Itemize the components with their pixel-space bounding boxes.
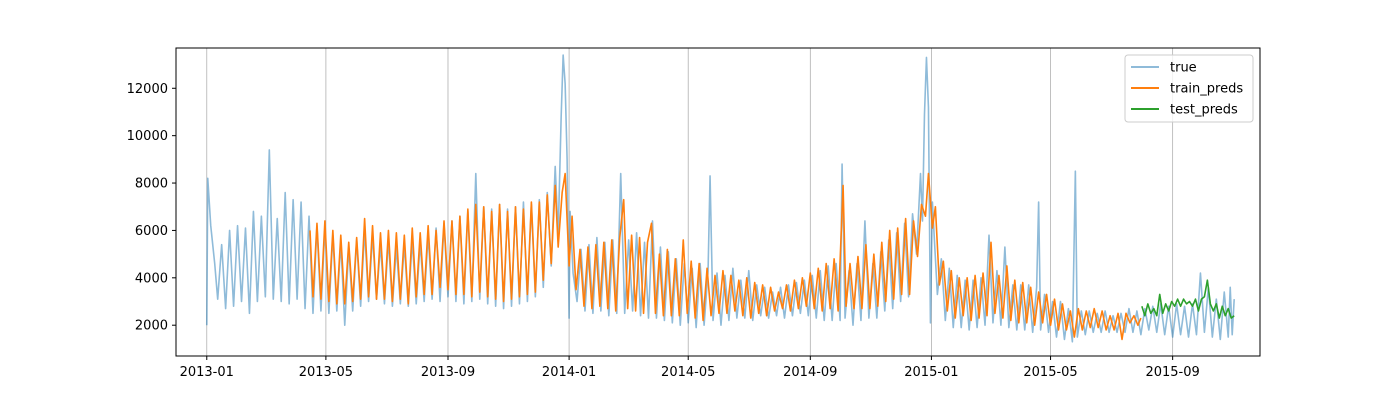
x-tick-label: 2015-01	[904, 365, 958, 380]
y-tick-label: 10000	[127, 129, 168, 144]
y-tick-label: 12000	[127, 82, 168, 97]
x-tick-label: 2013-09	[421, 365, 475, 380]
x-axis: 2013-01 2013-05 2013-09 2014-01 2014-05 2014-…	[180, 356, 1200, 380]
x-tick-label: 2014-01	[542, 365, 596, 380]
x-tick-label: 2015-05	[1023, 365, 1077, 380]
x-tick-label: 2015-09	[1145, 365, 1199, 380]
series-line-train-preds	[309, 172, 1142, 341]
y-axis: 2000 4000 6000 8000 10000 12000	[127, 82, 176, 334]
x-tick-label: 2013-01	[180, 365, 234, 380]
x-tick-label: 2014-05	[661, 365, 715, 380]
y-tick-label: 4000	[135, 271, 168, 286]
legend: true train_preds test_preds	[1124, 54, 1254, 123]
y-tick-label: 6000	[135, 224, 168, 239]
plot-frame	[175, 47, 1261, 357]
y-tick-label: 2000	[135, 319, 168, 334]
y-tick-label: 8000	[135, 177, 168, 192]
series-line-test-preds	[1141, 279, 1235, 319]
x-tick-label: 2013-05	[299, 365, 353, 380]
series-lines	[205, 54, 1235, 343]
legend-label: test_preds	[1170, 103, 1238, 118]
legend-label: true	[1170, 61, 1197, 76]
x-tick-label: 2014-09	[783, 365, 837, 380]
legend-label: train_preds	[1170, 82, 1243, 97]
legend-box	[1124, 54, 1254, 123]
